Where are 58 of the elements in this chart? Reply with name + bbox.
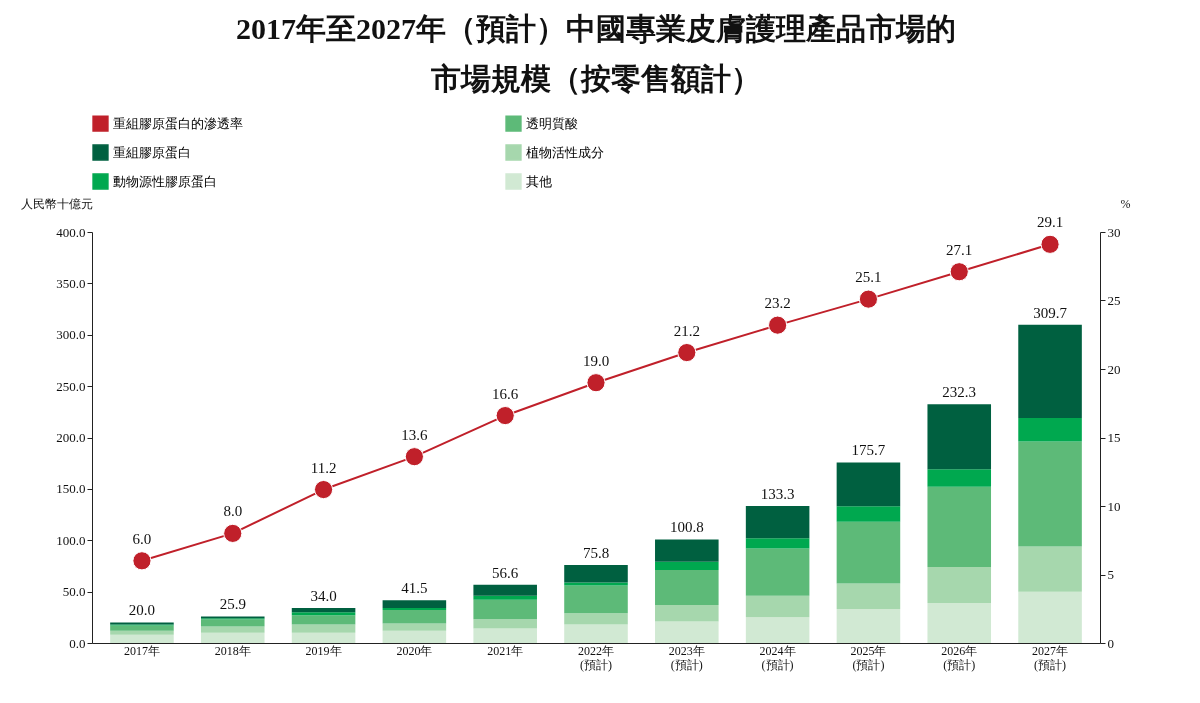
x-tick-label: 2026年 (預計) [941, 643, 978, 672]
x-tick-label: 2020年 [396, 643, 433, 658]
total-label: 232.3 [942, 384, 977, 401]
total-label: 75.8 [582, 545, 610, 562]
x-tick-label: 2025年 (預計) [850, 643, 887, 672]
y2-tick-label: 15 [1107, 430, 1121, 445]
legend-label: 重組膠原蛋白 [113, 144, 191, 160]
y-tick-label: 0.0 [69, 635, 86, 651]
data-label: 29.1 [1036, 214, 1064, 231]
legend-label: 重組膠原蛋白的滲透率 [113, 115, 243, 131]
y2-tick-label: 10 [1107, 498, 1121, 514]
data-label: 16.6 [492, 385, 519, 402]
data-label: 19.0 [582, 352, 610, 369]
total-label: 34.0 [310, 588, 337, 605]
x-tick-label: 2022年 (預計) [578, 643, 614, 672]
x-tick-label: 2027年 (預計) [1032, 643, 1069, 672]
data-label: 11.2 [310, 459, 337, 476]
chart-title: 2017年至2027年（預計）中國專業皮膚護理產品市場的市場規模（按零售額計） [236, 12, 956, 95]
y2-axis-title: % [1120, 196, 1131, 211]
x-tick-label: 2018年 [214, 643, 251, 658]
data-label: 23.2 [764, 295, 791, 312]
legend-label: 透明質酸 [526, 115, 578, 131]
data-label: 25.1 [855, 269, 882, 286]
data-label: 13.6 [401, 426, 428, 443]
y-tick-label: 200.0 [56, 430, 86, 445]
y-tick-label: 50.0 [62, 584, 86, 600]
x-tick-label: 2023年 (預計) [668, 643, 705, 672]
total-label: 56.6 [492, 564, 519, 581]
y2-tick-label: 30 [1107, 224, 1121, 240]
y-tick-label: 250.0 [56, 378, 86, 394]
y2-tick-label: 20 [1107, 361, 1121, 377]
y-tick-label: 300.0 [56, 327, 86, 343]
x-tick-label: 2017年 [123, 643, 160, 658]
total-label: 25.9 [219, 596, 246, 613]
x-tick-label: 2024年 (預計) [759, 643, 796, 672]
y-tick-label: 150.0 [56, 481, 86, 497]
legend-label: 植物活性成分 [526, 144, 604, 160]
y-tick-label: 350.0 [56, 275, 86, 291]
data-label: 21.2 [673, 322, 700, 339]
y-axis-title: 人民幣十億元 [20, 196, 93, 211]
data-label: 27.1 [946, 241, 973, 258]
y2-tick-label: 0 [1107, 635, 1114, 651]
y2-tick-label: 25 [1107, 293, 1121, 308]
y-tick-label: 100.0 [56, 532, 86, 548]
legend-label: 其他 [526, 173, 552, 189]
total-label: 41.5 [401, 580, 428, 597]
data-label: 8.0 [223, 503, 243, 520]
total-label: 20.0 [128, 602, 156, 619]
data-label: 6.0 [132, 530, 152, 547]
y-tick-label: 400.0 [56, 224, 86, 240]
x-tick-label: 2021年 [487, 643, 524, 658]
total-label: 133.3 [760, 486, 795, 503]
total-label: 175.7 [851, 442, 886, 459]
x-tick-label: 2019年 [305, 643, 342, 658]
y2-tick-label: 5 [1107, 567, 1114, 582]
total-label: 309.7 [1033, 304, 1068, 321]
total-label: 100.8 [669, 519, 704, 536]
legend-label: 動物源性膠原蛋白 [113, 173, 217, 189]
